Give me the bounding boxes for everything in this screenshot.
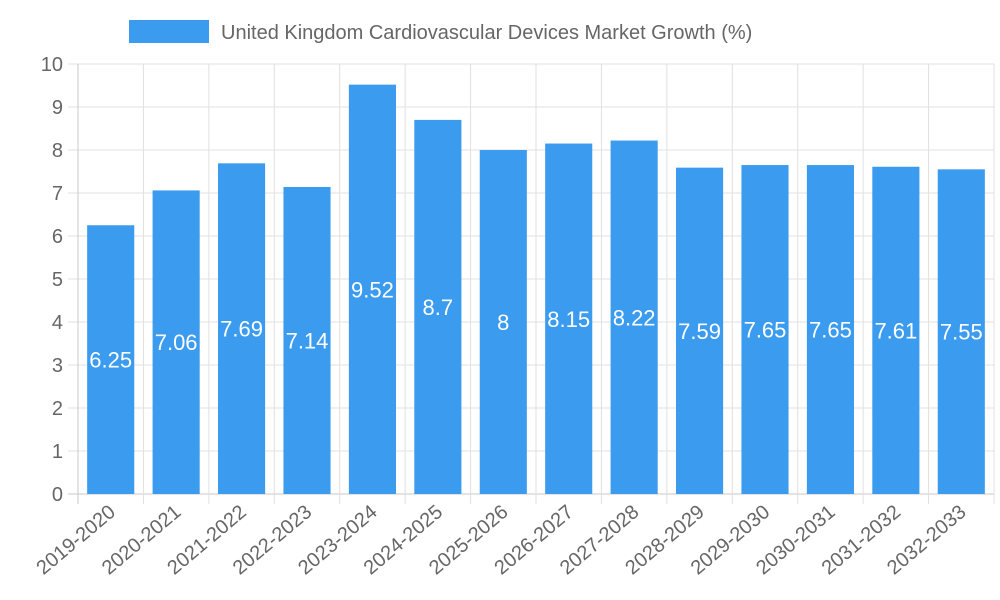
bar-value-label: 7.69 (220, 317, 263, 342)
bar-value-label: 7.59 (678, 319, 721, 344)
y-tick-label: 4 (52, 312, 63, 334)
bar[interactable] (218, 163, 266, 494)
bar-value-label: 8.15 (547, 307, 590, 332)
bars (87, 84, 985, 495)
bar[interactable] (741, 165, 789, 495)
y-tick-label: 3 (52, 355, 63, 377)
bar-value-label: 7.14 (286, 328, 329, 353)
bar-value-label: 8.22 (613, 305, 656, 330)
y-tick-label: 2 (52, 398, 63, 420)
bar-value-label: 6.25 (89, 348, 132, 373)
x-axis: 2019-20202020-20212021-20222022-20232023… (33, 501, 971, 579)
bar[interactable] (348, 84, 396, 494)
y-tick-label: 9 (52, 97, 63, 119)
bar[interactable] (545, 143, 593, 495)
y-tick-label: 1 (52, 441, 63, 463)
legend[interactable]: United Kingdom Cardiovascular Devices Ma… (129, 20, 752, 44)
bar[interactable] (937, 169, 985, 494)
bar-value-label: 8 (497, 310, 509, 335)
legend-label: United Kingdom Cardiovascular Devices Ma… (221, 22, 752, 44)
bar-value-label: 7.65 (744, 318, 787, 343)
y-axis: 0 1 2 3 4 5 6 7 8 9 10 (41, 54, 63, 506)
y-tick-label: 10 (41, 54, 63, 76)
bar-value-label: 7.65 (809, 318, 852, 343)
bar[interactable] (610, 140, 658, 495)
y-tick-label: 5 (52, 269, 63, 291)
bar-labels: 6.25 7.06 7.69 7.14 9.52 8.7 8 8.15 8.22 7.59 7.65… (89, 277, 982, 372)
bar-value-label: 9.52 (351, 277, 394, 302)
y-tick-label: 7 (52, 183, 63, 205)
y-tick-label: 6 (52, 226, 63, 248)
bar[interactable] (676, 167, 724, 494)
legend-swatch (129, 20, 209, 43)
bar[interactable] (872, 166, 920, 494)
bar[interactable] (87, 225, 135, 494)
y-tick-label: 8 (52, 140, 63, 162)
bar[interactable] (152, 190, 200, 495)
bar[interactable] (283, 186, 331, 495)
bar-value-label: 7.55 (940, 320, 983, 345)
grid (68, 63, 995, 504)
bar[interactable] (414, 119, 462, 495)
bar[interactable] (806, 165, 854, 495)
bar[interactable] (479, 150, 527, 494)
bar-value-label: 8.7 (423, 295, 454, 320)
bar-value-label: 7.06 (155, 330, 198, 355)
bar-value-label: 7.61 (874, 318, 917, 343)
y-tick-label: 0 (52, 484, 63, 506)
